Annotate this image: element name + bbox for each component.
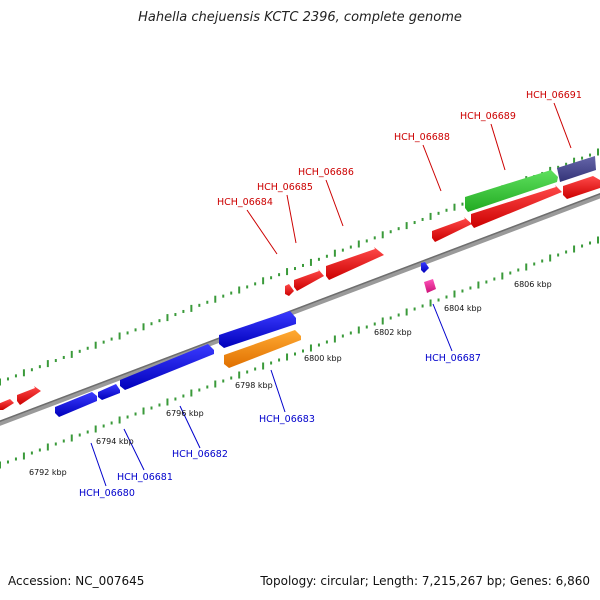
accession-text: Accession: NC_007645 [8, 574, 145, 588]
scale-labels: 6792 kbp 6794 kbp 6796 kbp 6798 kbp 6800… [29, 280, 552, 477]
gene-arrow[interactable] [285, 284, 294, 296]
kbp-label: 6802 kbp [374, 328, 412, 337]
gene-label-reverse[interactable]: HCH_06687 [425, 353, 481, 364]
gene-arrow[interactable] [471, 185, 562, 228]
gene-arrow[interactable] [120, 344, 214, 390]
forward-gene-labels: HCH_06684 HCH_06685 HCH_06686 HCH_06688 … [217, 90, 582, 255]
kbp-label: 6792 kbp [29, 468, 67, 477]
kbp-label: 6804 kbp [444, 304, 482, 313]
reverse-strand-ticks [0, 236, 599, 469]
gene-arrow[interactable] [326, 247, 384, 280]
gene-label-reverse[interactable]: HCH_06683 [259, 414, 315, 425]
forward-strand-genes [0, 156, 600, 410]
gene-arrow[interactable] [219, 311, 296, 348]
kbp-label: 6798 kbp [235, 381, 273, 390]
kbp-label: 6794 kbp [96, 437, 134, 446]
gene-arrow[interactable] [294, 269, 324, 291]
gene-arrow[interactable] [98, 384, 120, 400]
gene-label-reverse[interactable]: HCH_06680 [79, 488, 135, 499]
kbp-label: 6806 kbp [514, 280, 552, 289]
gene-arrow[interactable] [421, 262, 429, 273]
gene-label-forward[interactable]: HCH_06691 [526, 90, 582, 101]
topology-text: Topology: circular; Length: 7,215,267 bp… [260, 574, 590, 588]
gene-arrow[interactable] [0, 399, 14, 410]
gene-arrow[interactable] [224, 330, 301, 368]
genome-backbone [0, 192, 600, 426]
gene-arrow[interactable] [17, 386, 41, 405]
gene-arrow[interactable] [465, 170, 558, 212]
gene-label-reverse[interactable]: HCH_06681 [117, 472, 173, 483]
gene-label-forward[interactable]: HCH_06684 [217, 197, 273, 208]
gene-arrow[interactable] [432, 217, 472, 242]
gene-arrow[interactable] [55, 392, 97, 417]
kbp-label: 6796 kbp [166, 409, 204, 418]
gene-arrow[interactable] [563, 176, 600, 199]
gene-arrow[interactable] [424, 279, 436, 293]
map-title: Hahella chejuensis KCTC 2396, complete g… [138, 10, 462, 25]
reverse-strand-genes [55, 311, 301, 417]
gene-label-reverse[interactable]: HCH_06682 [172, 449, 228, 460]
kbp-label: 6800 kbp [304, 354, 342, 363]
gene-label-forward[interactable]: HCH_06688 [394, 132, 450, 143]
gene-arrow[interactable] [557, 156, 596, 182]
gene-label-forward[interactable]: HCH_06685 [257, 182, 313, 193]
reverse-gene-labels: HCH_06680 HCH_06681 HCH_06682 HCH_06683 … [79, 303, 481, 499]
gene-label-forward[interactable]: HCH_06689 [460, 111, 516, 122]
gene-label-forward[interactable]: HCH_06686 [298, 167, 354, 178]
